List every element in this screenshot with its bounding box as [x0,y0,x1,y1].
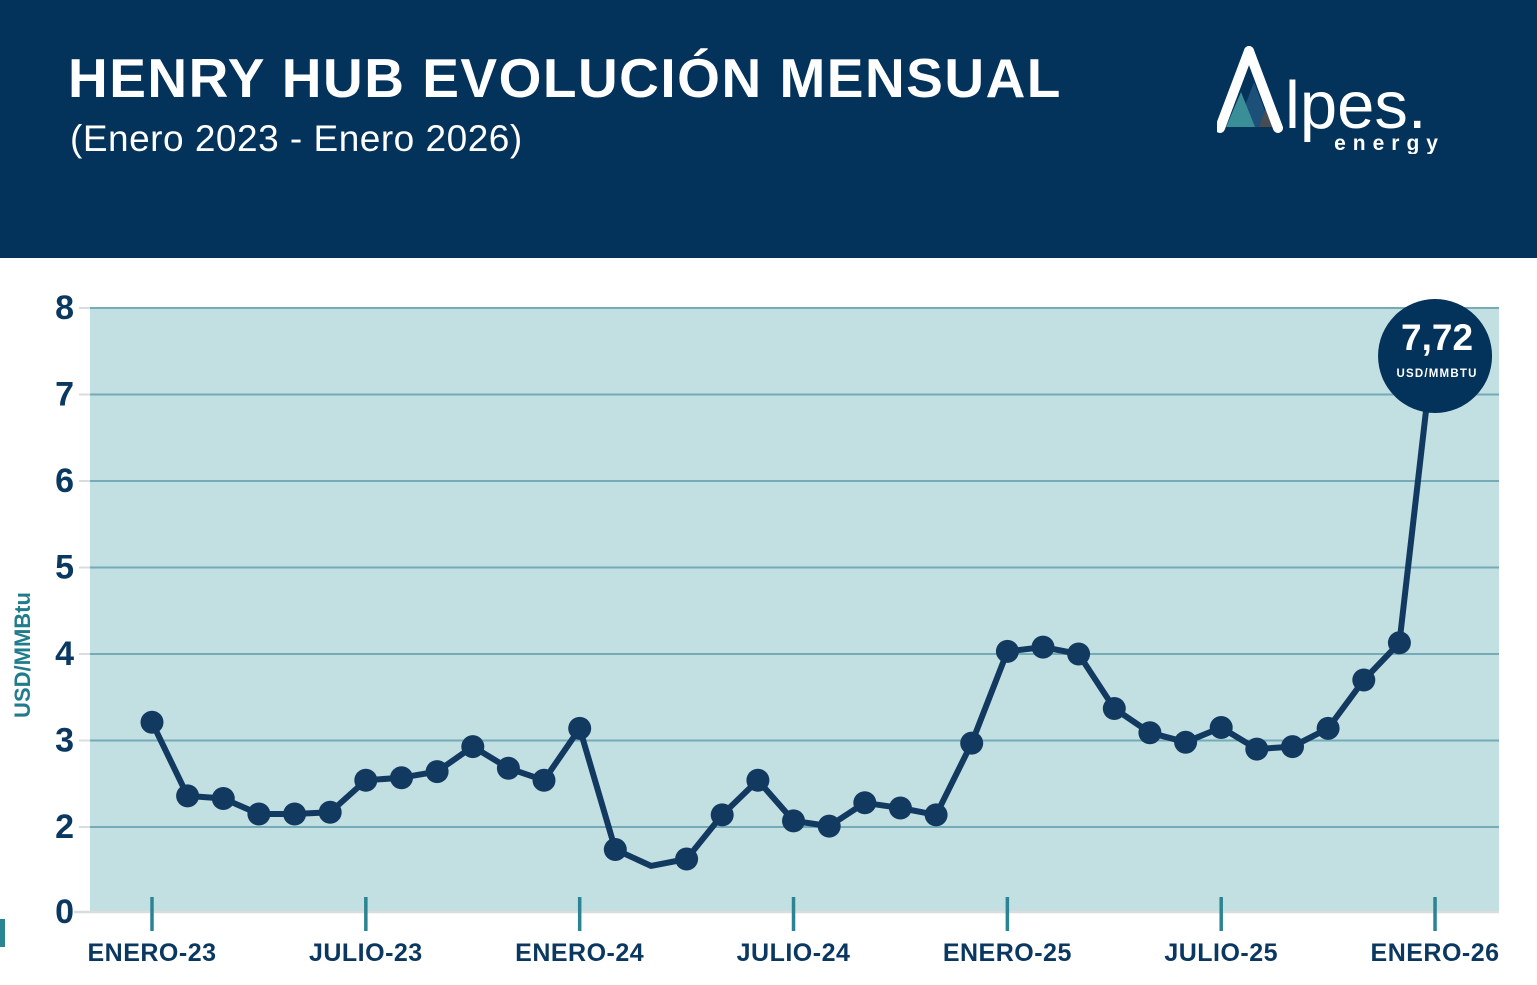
data-point [1067,642,1091,666]
y-tick-label: 8 [55,289,74,327]
logo-tagline: energy [1334,132,1445,154]
x-tick-label: ENERO-23 [87,939,216,967]
page-title: HENRY HUB EVOLUCIÓN MENSUAL [68,47,1062,109]
y-tick-label: 2 [55,808,74,846]
y-tick-label: 7 [55,376,74,414]
alpes-energy-logo: lpes. energy [1215,46,1471,155]
data-point [1174,730,1198,754]
data-point [746,768,770,792]
data-point [283,802,307,826]
alpes-logo-graphic: lpes. energy [1215,46,1445,155]
data-point [1245,737,1269,761]
chart-area: 2 3 4 5 6 7 8 0 ENERO-23 JULIO-23 ENERO-24 JULIO-24… [0,258,1537,980]
data-point [140,710,164,734]
data-point [1209,716,1233,739]
header-banner: HENRY HUB EVOLUCIÓN MENSUAL (Enero 2023 … [0,0,1537,258]
data-point [318,800,342,824]
x-tick-label: ENERO-24 [515,939,644,967]
data-point [425,760,449,784]
data-point [1352,668,1376,692]
logo-mountain-teal-icon [1226,92,1255,127]
price-callout-unit: USD/MMBTU [1397,368,1478,380]
page-subtitle: (Enero 2023 - Enero 2026) [70,117,523,159]
data-point [390,766,413,790]
data-point [675,847,699,871]
data-point [1138,721,1162,745]
price-callout-bubble [1378,299,1493,413]
y-tick-label: 4 [55,635,74,673]
data-point [1031,635,1055,659]
x-tick-label: ENERO-26 [1371,939,1500,967]
data-point [176,784,200,808]
data-point [532,768,556,792]
data-point [817,814,841,838]
data-point [1387,631,1411,655]
data-point [1281,735,1304,759]
data-point [461,735,485,759]
data-point [960,731,984,755]
data-point [888,796,912,820]
logo-mountain-dark-icon [1259,108,1274,127]
data-point [782,809,805,833]
x-tick-label: JULIO-25 [1164,939,1278,967]
data-point [354,768,378,792]
y-tick-label-zero: 0 [55,893,74,931]
x-tick-label: JULIO-23 [309,939,423,967]
henry-hub-line-chart: 2 3 4 5 6 7 8 0 ENERO-23 JULIO-23 ENERO-24 JULIO-24… [10,289,1500,967]
y-tick-label: 3 [55,722,74,760]
logo-wordmark: lpes. [1285,68,1427,143]
data-point [995,639,1019,663]
data-point [853,791,877,815]
logo-letter-A-icon [1215,46,1283,133]
data-point [568,716,592,740]
y-axis-title: USD/MMBtu [10,592,35,718]
price-callout-value: 7,72 [1401,317,1473,358]
data-point [710,803,734,827]
left-edge-accent [0,919,5,947]
y-tick-label: 6 [55,462,74,500]
data-point [211,787,235,810]
x-tick-label: JULIO-24 [737,939,851,967]
x-tick-label: ENERO-25 [943,939,1072,967]
data-point [496,756,520,780]
data-point [247,802,271,826]
data-point [924,803,948,827]
data-point [1102,697,1126,720]
data-point [603,838,627,861]
y-tick-label: 5 [55,549,74,587]
header-titles: HENRY HUB EVOLUCIÓN MENSUAL (Enero 2023 … [68,47,1062,160]
data-point [1316,716,1340,740]
